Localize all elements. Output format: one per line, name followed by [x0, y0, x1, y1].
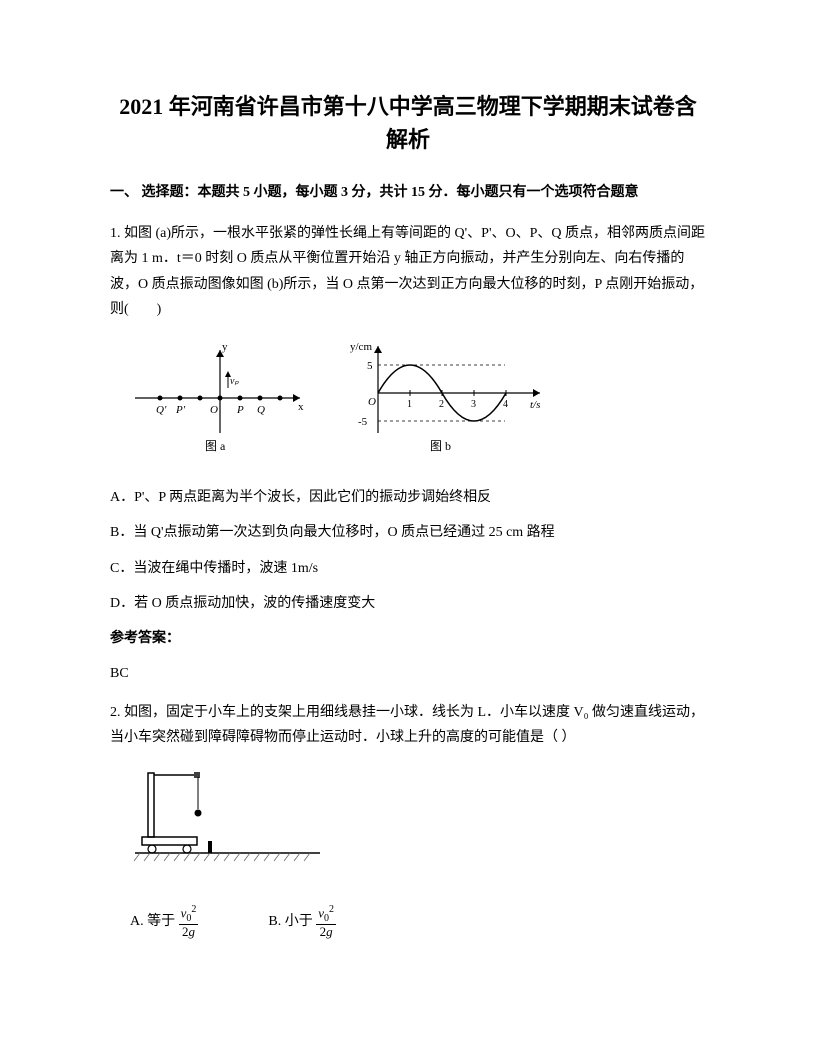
fig-b-caption: 图 b [430, 439, 451, 453]
q1-option-c: C．当波在绳中传播时，波速 1m/s [110, 556, 706, 581]
question-2: 2. 如图，固定于小车上的支架上用细线悬挂一小球．线长为 L．小车以速度 V₀ … [110, 700, 706, 939]
q1-option-b: B．当 Q'点振动第一次达到负向最大位移时，O 质点已经通过 25 cm 路程 [110, 520, 706, 545]
fig-b-xaxis: t/s [530, 399, 540, 411]
q2-option-b: B. 小于 v02 2g [268, 904, 336, 939]
fig-b-tickm5: -5 [358, 416, 368, 428]
fig-a-q: Q [257, 404, 265, 416]
section-header: 一、 选择题：本题共 5 小题，每小题 3 分，共计 15 分．每小题只有一个选… [110, 180, 706, 205]
fig-a-x-label: x [298, 401, 304, 413]
q2-optA-label: A. 等于 [130, 914, 175, 929]
q1-text: 1. 如图 (a)所示，一根水平张紧的弹性长绳上有等间距的 Q'、P'、O、P、… [110, 221, 706, 322]
fig-b-yaxis: y/cm [350, 341, 372, 353]
q2-optB-label: B. 小于 [268, 914, 312, 929]
q2-option-a: A. 等于 v02 2g [130, 904, 198, 939]
q2-text: 2. 如图，固定于小车上的支架上用细线悬挂一小球．线长为 L．小车以速度 V₀ … [110, 700, 706, 750]
q1-option-d: D．若 O 质点振动加快，波的传播速度变大 [110, 591, 706, 616]
fig-b-x3: 3 [471, 399, 476, 410]
figure-a: y x Q' P' O P Q vₚ [130, 338, 310, 467]
fig-b-x1: 1 [407, 399, 412, 410]
q1-option-a: A．P'、P 两点距离为半个波长，因此它们的振动步调始终相反 [110, 485, 706, 510]
fig-b-x4: 4 [503, 399, 508, 410]
fig-a-q1: Q' [156, 404, 167, 416]
fraction-icon: v02 2g [316, 904, 336, 939]
fraction-icon: v02 2g [179, 904, 199, 939]
q2-figure [130, 765, 706, 884]
question-1: 1. 如图 (a)所示，一根水平张紧的弹性长绳上有等间距的 Q'、P'、O、P、… [110, 221, 706, 686]
fig-a-o: O [210, 404, 218, 416]
fig-a-y-label: y [222, 341, 228, 353]
fig-a-caption: 图 a [205, 439, 226, 453]
fig-b-x2: 2 [439, 399, 444, 410]
fig-b-o: O [368, 396, 376, 408]
fig-a-vp: vₚ [230, 376, 239, 387]
fig-b-tick5: 5 [367, 360, 373, 372]
fig-a-p: P [236, 404, 244, 416]
q1-figures: y x Q' P' O P Q vₚ [130, 338, 706, 467]
page-title: 2021 年河南省许昌市第十八中学高三物理下学期期末试卷含解析 [110, 90, 706, 156]
q2-options: A. 等于 v02 2g B. 小于 v02 2g [130, 904, 706, 939]
q1-answer: BC [110, 661, 706, 686]
q1-answer-label: 参考答案： [110, 626, 706, 651]
fig-a-p1: P' [175, 404, 186, 416]
figure-b: y/cm t/s 5 -5 O 1 2 3 4 图 b [350, 338, 550, 467]
